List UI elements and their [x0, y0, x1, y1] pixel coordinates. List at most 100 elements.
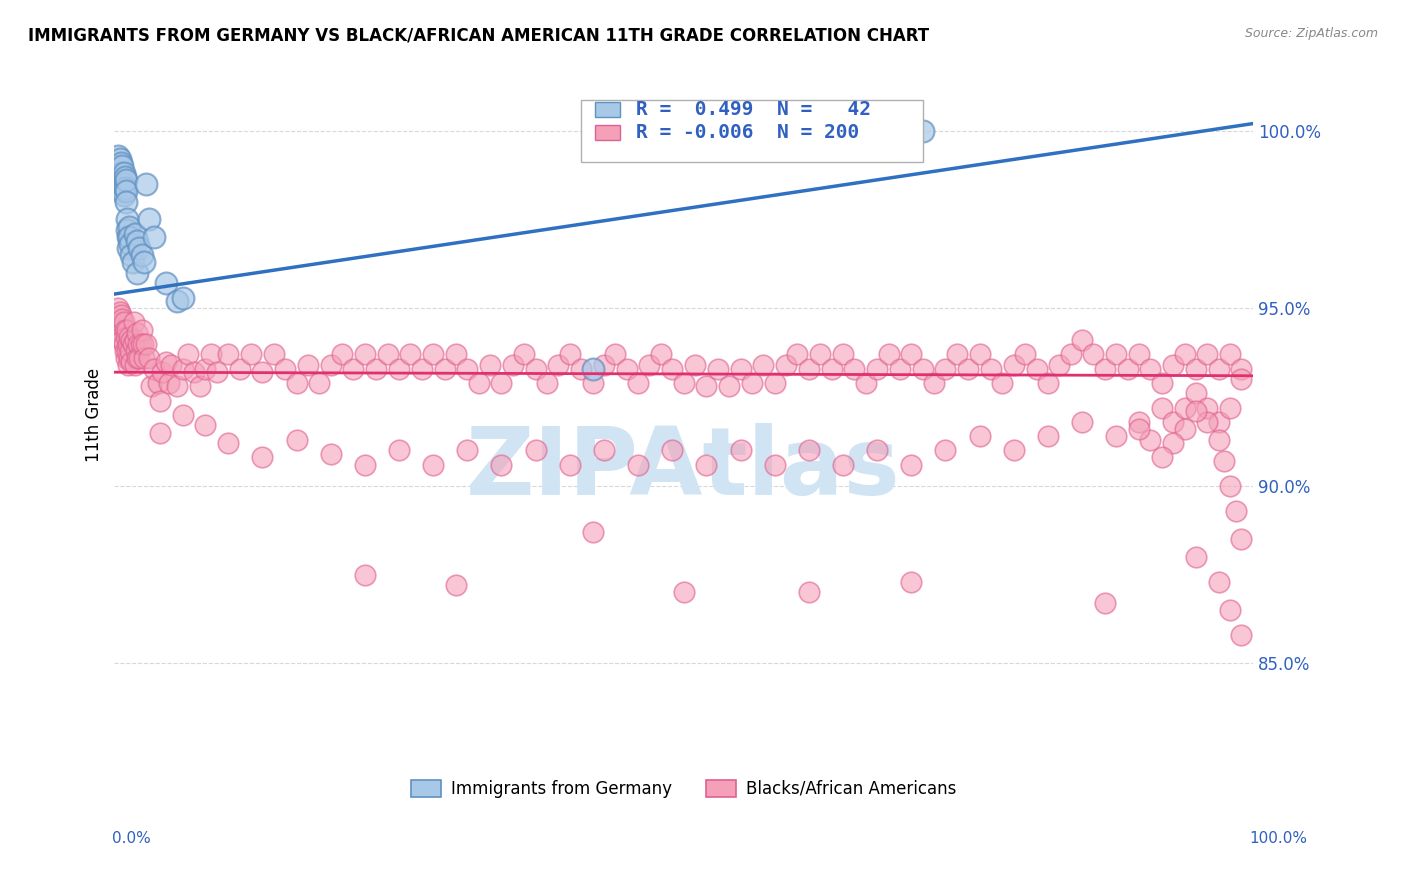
Point: [263, 347, 285, 361]
Point: [1173, 347, 1195, 361]
Point: [1094, 361, 1116, 376]
Point: [411, 361, 433, 376]
Point: [661, 443, 683, 458]
Point: [319, 358, 342, 372]
Point: [114, 184, 136, 198]
Point: [118, 230, 141, 244]
Point: [121, 333, 143, 347]
Point: [138, 212, 160, 227]
Point: [377, 347, 399, 361]
Point: [124, 333, 146, 347]
Point: [1208, 415, 1230, 429]
Point: [1002, 443, 1025, 458]
Point: [911, 124, 934, 138]
Point: [143, 230, 166, 244]
Point: [1161, 358, 1184, 372]
Point: [1173, 422, 1195, 436]
Point: [111, 173, 134, 187]
Point: [1036, 376, 1059, 390]
Point: [108, 152, 131, 166]
Point: [127, 351, 149, 365]
Point: [114, 173, 136, 187]
Point: [111, 312, 134, 326]
Point: [149, 425, 172, 440]
Point: [889, 361, 911, 376]
Text: IMMIGRANTS FROM GERMANY VS BLACK/AFRICAN AMERICAN 11TH GRADE CORRELATION CHART: IMMIGRANTS FROM GERMANY VS BLACK/AFRICAN…: [28, 27, 929, 45]
Point: [1128, 347, 1150, 361]
Point: [138, 351, 160, 365]
Point: [1173, 401, 1195, 415]
Point: [139, 379, 162, 393]
Point: [1219, 603, 1241, 617]
Point: [120, 237, 142, 252]
Point: [934, 361, 956, 376]
Point: [422, 458, 444, 472]
Point: [775, 358, 797, 372]
Point: [1150, 376, 1173, 390]
Point: [160, 358, 183, 372]
Point: [866, 361, 889, 376]
Point: [844, 361, 866, 376]
Point: [638, 358, 661, 372]
Point: [129, 336, 152, 351]
Point: [127, 234, 149, 248]
Point: [177, 347, 200, 361]
Point: [1197, 347, 1219, 361]
Point: [605, 347, 627, 361]
Point: [114, 322, 136, 336]
Point: [1208, 433, 1230, 447]
Point: [108, 305, 131, 319]
Point: [240, 347, 263, 361]
Point: [1161, 415, 1184, 429]
Point: [200, 347, 222, 361]
Point: [547, 358, 569, 372]
Point: [650, 347, 672, 361]
Point: [1230, 628, 1253, 642]
Point: [672, 376, 695, 390]
Point: [741, 376, 763, 390]
Point: [135, 177, 157, 191]
Point: [558, 458, 581, 472]
Point: [1225, 504, 1247, 518]
Text: 100.0%: 100.0%: [1250, 831, 1308, 846]
Point: [128, 241, 150, 255]
Point: [1161, 436, 1184, 450]
Point: [1213, 454, 1236, 468]
Point: [672, 585, 695, 599]
Point: [1014, 347, 1036, 361]
Point: [183, 365, 205, 379]
Point: [479, 358, 502, 372]
Point: [205, 365, 228, 379]
Point: [1128, 422, 1150, 436]
Point: [110, 166, 132, 180]
Point: [110, 155, 132, 169]
Point: [114, 343, 136, 358]
Point: [1230, 372, 1253, 386]
Point: [132, 255, 155, 269]
Point: [683, 358, 706, 372]
Point: [112, 316, 135, 330]
Point: [433, 361, 456, 376]
Point: [1128, 415, 1150, 429]
Point: [444, 347, 467, 361]
Point: [980, 361, 1002, 376]
Point: [1105, 429, 1128, 443]
Point: [957, 361, 980, 376]
Point: [217, 436, 239, 450]
Point: [1219, 347, 1241, 361]
Point: [1116, 361, 1139, 376]
Point: [127, 266, 149, 280]
Text: R =  0.499  N =   42: R = 0.499 N = 42: [636, 100, 870, 119]
Point: [330, 347, 353, 361]
Point: [1025, 361, 1047, 376]
Point: [111, 159, 134, 173]
Point: [118, 329, 141, 343]
Point: [150, 365, 173, 379]
Point: [172, 361, 194, 376]
Point: [285, 433, 308, 447]
Point: [114, 194, 136, 209]
Point: [172, 408, 194, 422]
Point: [797, 443, 820, 458]
Point: [117, 336, 139, 351]
Point: [934, 443, 956, 458]
